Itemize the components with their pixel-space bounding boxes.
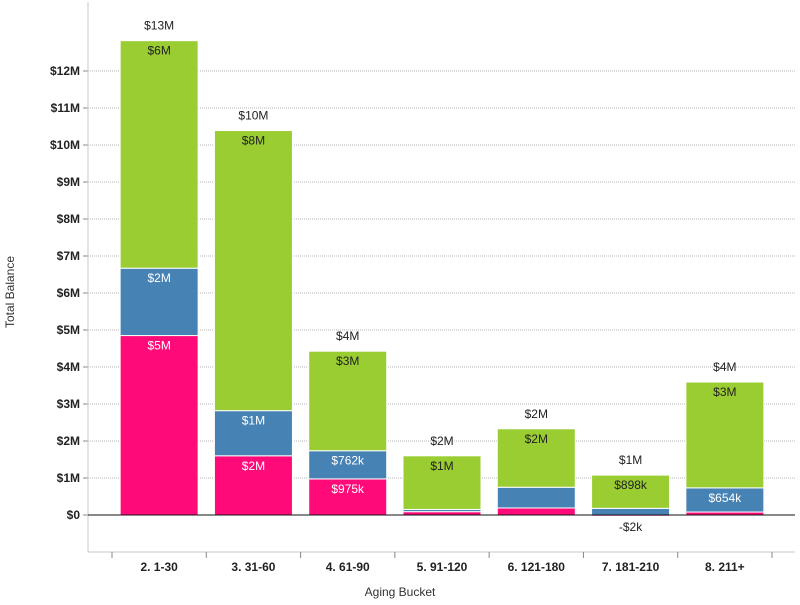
bar-total-label: $4M xyxy=(336,329,359,343)
y-tick-label: $10M xyxy=(50,138,80,152)
segment-value-label: $3M xyxy=(336,354,359,368)
bar-segment[interactable] xyxy=(591,507,671,516)
bar-segment[interactable] xyxy=(119,40,199,269)
segment-value-label: $5M xyxy=(147,339,170,353)
y-tick-label: $4M xyxy=(57,360,80,374)
x-tick-label: 5. 91-120 xyxy=(417,560,468,574)
bar-total-label: $1M xyxy=(619,453,642,467)
x-tick-label: 3. 31-60 xyxy=(231,560,275,574)
bar-segment[interactable] xyxy=(119,335,199,516)
y-tick-label: $8M xyxy=(57,212,80,226)
y-axis-label: Total Balance xyxy=(3,256,17,328)
bar-total-label: $4M xyxy=(713,360,736,374)
segment-value-label: $898k xyxy=(614,478,648,492)
y-tick-label: $5M xyxy=(57,323,80,337)
bar-segment[interactable] xyxy=(213,130,293,412)
x-axis-label: Aging Bucket xyxy=(365,585,436,599)
segment-value-label: -$2k xyxy=(619,520,643,534)
bar-segment[interactable] xyxy=(685,487,765,513)
bar-segment[interactable] xyxy=(213,410,293,457)
segment-value-label: $2M xyxy=(147,271,170,285)
segment-value-label: $975k xyxy=(331,482,365,496)
segment-value-label: $2M xyxy=(525,432,548,446)
segment-value-label: $2M xyxy=(242,459,265,473)
y-tick-label: $6M xyxy=(57,286,80,300)
bar-total-label: $2M xyxy=(430,434,453,448)
y-tick-label: $7M xyxy=(57,249,80,263)
bar-segment[interactable] xyxy=(591,474,671,509)
x-tick-label: 8. 211+ xyxy=(705,560,745,574)
bar-segment[interactable] xyxy=(308,350,388,452)
segment-value-label: $6M xyxy=(147,44,170,58)
bar-segment[interactable] xyxy=(308,450,388,480)
bar-segment[interactable] xyxy=(496,428,576,488)
x-tick-label: 6. 121-180 xyxy=(508,560,566,574)
segment-value-label: $1M xyxy=(430,459,453,473)
bar-segment[interactable] xyxy=(119,267,199,337)
segment-value-label: $654k xyxy=(709,491,743,505)
bar-segment[interactable] xyxy=(496,507,576,516)
x-tick-label: 7. 181-210 xyxy=(602,560,660,574)
x-tick-label: 2. 1-30 xyxy=(140,560,178,574)
y-tick-label: $11M xyxy=(51,101,80,115)
segment-value-label: $1M xyxy=(242,414,265,428)
bar-segment[interactable] xyxy=(402,455,482,510)
bar-total-label: $10M xyxy=(238,109,268,123)
axes: $0 $1M $2M $3M $4M $5M $6M $7M $8M $9M $10M $11M $12… xyxy=(50,2,795,558)
bars xyxy=(119,40,765,517)
y-tick-label: $0 xyxy=(67,508,81,522)
segment-value-label: $762k xyxy=(331,454,365,468)
y-tick-label: $9M xyxy=(57,175,80,189)
segment-value-label: $8M xyxy=(242,134,265,148)
x-tick-label: 4. 61-90 xyxy=(326,560,370,574)
data-labels: $5M $2M $6M 2. 1-30 $13M $2M $1M $8M 3. 31-60 $10… xyxy=(140,19,744,574)
bar-segment[interactable] xyxy=(213,455,293,516)
y-tick-label: $3M xyxy=(57,397,80,411)
bar-total-label: $13M xyxy=(144,19,174,33)
bar-segment[interactable] xyxy=(496,486,576,509)
y-tick-label: $12M xyxy=(50,64,80,78)
y-tick-label: $2M xyxy=(57,434,80,448)
bar-total-label: $2M xyxy=(525,407,548,421)
segment-value-label: $3M xyxy=(713,385,736,399)
y-tick-label: $1M xyxy=(57,471,80,485)
bar-segment[interactable] xyxy=(685,381,765,489)
